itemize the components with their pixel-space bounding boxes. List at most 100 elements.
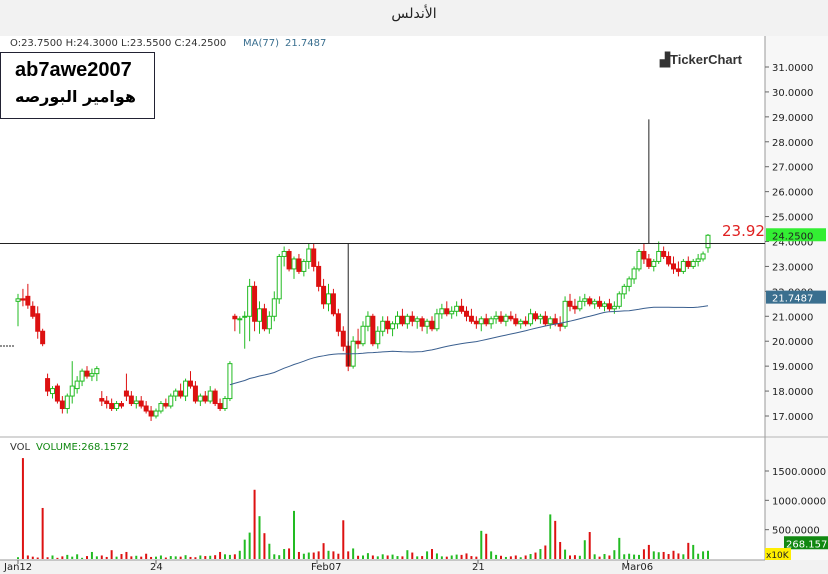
candle-body[interactable] xyxy=(232,315,238,320)
candle-body[interactable] xyxy=(592,300,598,305)
candle-body[interactable] xyxy=(641,250,647,260)
candle-body[interactable] xyxy=(89,373,95,377)
candle-body[interactable] xyxy=(15,298,21,302)
candle-body[interactable] xyxy=(365,315,371,327)
candle-body[interactable] xyxy=(168,395,174,407)
candle-body[interactable] xyxy=(173,390,179,397)
candle-body[interactable] xyxy=(158,403,164,412)
candle-body[interactable] xyxy=(25,295,31,306)
candle-body[interactable] xyxy=(119,403,124,407)
candle-body[interactable] xyxy=(552,318,558,325)
candle-body[interactable] xyxy=(621,285,627,295)
candle-body[interactable] xyxy=(370,315,376,345)
candle-body[interactable] xyxy=(488,318,494,325)
candle-body[interactable] xyxy=(518,320,524,325)
candle-body[interactable] xyxy=(227,363,233,400)
candle-body[interactable] xyxy=(597,300,603,307)
candle-body[interactable] xyxy=(582,298,588,302)
candle-body[interactable] xyxy=(651,260,657,267)
candle-body[interactable] xyxy=(498,315,504,322)
candle-body[interactable] xyxy=(577,300,583,310)
candle-body[interactable] xyxy=(50,388,55,395)
candle-body[interactable] xyxy=(419,318,425,327)
candle-body[interactable] xyxy=(99,398,105,402)
candle-body[interactable] xyxy=(257,308,262,322)
candle-body[interactable] xyxy=(148,410,154,417)
candle-body[interactable] xyxy=(281,250,287,257)
candle-body[interactable] xyxy=(311,248,317,267)
candle-body[interactable] xyxy=(439,308,445,315)
candle-body[interactable] xyxy=(330,293,336,315)
candle-body[interactable] xyxy=(562,300,568,327)
candle-body[interactable] xyxy=(468,315,474,322)
candle-body[interactable] xyxy=(705,234,711,249)
candle-body[interactable] xyxy=(508,315,514,320)
candle-body[interactable] xyxy=(247,285,253,317)
candle-body[interactable] xyxy=(606,303,612,310)
candle-body[interactable] xyxy=(242,315,248,318)
candle-body[interactable] xyxy=(675,268,681,272)
candle-body[interactable] xyxy=(64,395,70,410)
candle-body[interactable] xyxy=(478,318,484,325)
candle-body[interactable] xyxy=(326,293,331,305)
candle-body[interactable] xyxy=(54,385,60,402)
candle-body[interactable] xyxy=(84,370,90,377)
candle-body[interactable] xyxy=(296,258,302,272)
candle-body[interactable] xyxy=(321,285,327,305)
candle-body[interactable] xyxy=(454,305,460,312)
candle-body[interactable] xyxy=(449,310,455,315)
candle-body[interactable] xyxy=(671,263,676,270)
candle-body[interactable] xyxy=(473,320,479,325)
candle-body[interactable] xyxy=(503,315,509,322)
candle-body[interactable] xyxy=(217,403,223,410)
candle-body[interactable] xyxy=(40,330,46,345)
candle-body[interactable] xyxy=(45,378,51,392)
candle-body[interactable] xyxy=(301,260,307,272)
candle-body[interactable] xyxy=(528,313,534,325)
candle-body[interactable] xyxy=(163,403,169,407)
candle-body[interactable] xyxy=(286,250,292,270)
candle-body[interactable] xyxy=(30,305,36,317)
candle-body[interactable] xyxy=(680,260,686,272)
candle-body[interactable] xyxy=(533,313,538,320)
candle-body[interactable] xyxy=(666,255,672,265)
candle-body[interactable] xyxy=(178,390,184,397)
candle-body[interactable] xyxy=(291,258,297,270)
candle-body[interactable] xyxy=(616,293,622,307)
candle-body[interactable] xyxy=(404,315,410,325)
candle-body[interactable] xyxy=(611,305,617,310)
candle-body[interactable] xyxy=(128,395,134,405)
candle-body[interactable] xyxy=(153,410,159,417)
candle-body[interactable] xyxy=(513,318,519,325)
candle-body[interactable] xyxy=(261,308,267,330)
candle-body[interactable] xyxy=(636,250,642,270)
candle-body[interactable] xyxy=(626,278,632,287)
candle-body[interactable] xyxy=(414,318,420,322)
candle-body[interactable] xyxy=(188,380,193,387)
candle-body[interactable] xyxy=(646,258,652,267)
candle-body[interactable] xyxy=(123,390,129,397)
candle-body[interactable] xyxy=(316,265,322,287)
candle-body[interactable] xyxy=(390,323,396,330)
candle-body[interactable] xyxy=(695,258,701,262)
candle-body[interactable] xyxy=(192,385,198,402)
candle-body[interactable] xyxy=(444,308,450,315)
candle-body[interactable] xyxy=(266,315,272,330)
candle-body[interactable] xyxy=(700,253,706,260)
candle-body[interactable] xyxy=(109,403,115,410)
candle-body[interactable] xyxy=(395,315,400,325)
candle-body[interactable] xyxy=(335,313,341,332)
candle-body[interactable] xyxy=(207,390,213,402)
candle-body[interactable] xyxy=(434,313,440,330)
candle-body[interactable] xyxy=(271,298,277,317)
candle-body[interactable] xyxy=(276,255,282,300)
candle-body[interactable] xyxy=(69,385,75,397)
candle-body[interactable] xyxy=(661,250,667,257)
candle-body[interactable] xyxy=(547,318,553,325)
candle-body[interactable] xyxy=(360,325,366,345)
candle-body[interactable] xyxy=(20,298,26,301)
candle-body[interactable] xyxy=(237,318,243,321)
candle-body[interactable] xyxy=(542,315,548,325)
candle-body[interactable] xyxy=(355,340,361,345)
